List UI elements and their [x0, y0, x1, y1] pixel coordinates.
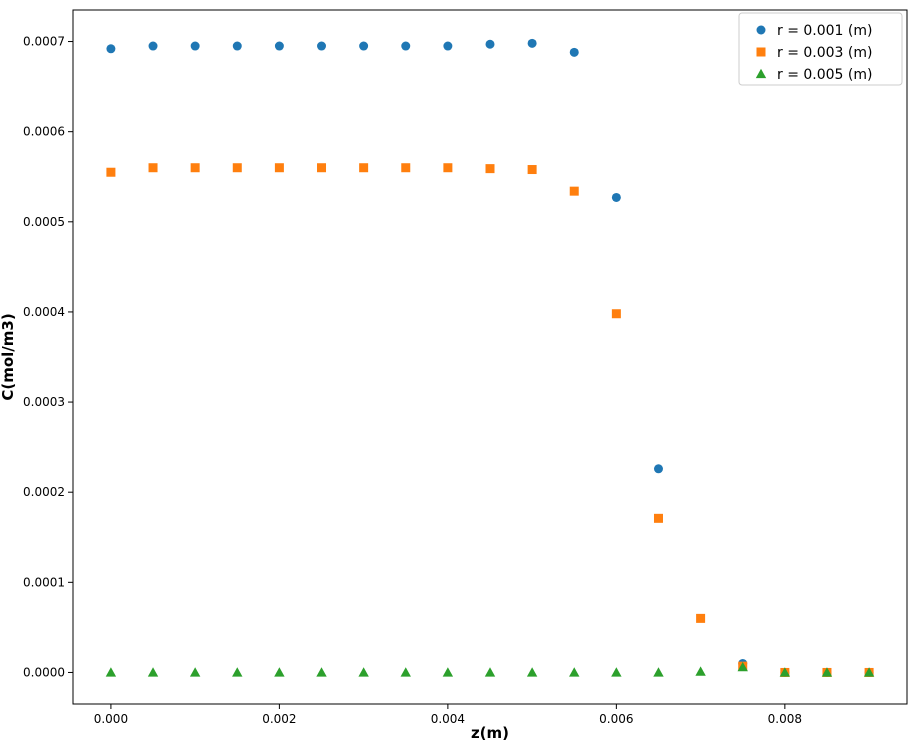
circle-data-point: [653, 464, 663, 474]
plot-area: [72, 9, 908, 705]
legend-label: r = 0.005 (m): [777, 67, 872, 83]
square-data-point: [401, 163, 411, 173]
square-data-point: [148, 163, 158, 173]
data-markers: [105, 38, 875, 677]
x-tick-label: 0.008: [768, 712, 802, 726]
circle-data-point: [359, 41, 369, 51]
y-tick-label: 0.0006: [23, 125, 65, 139]
y-tick-label: 0.0002: [23, 485, 65, 499]
circle-data-point: [232, 41, 242, 51]
square-data-point: [274, 163, 284, 173]
x-axis-title: z(m): [471, 724, 509, 742]
circle-data-point: [443, 41, 453, 51]
triangle-data-point: [484, 667, 496, 677]
circle-data-point: [148, 41, 158, 51]
triangle-data-point: [821, 667, 833, 677]
square-data-point: [190, 163, 200, 173]
circle-data-point: [274, 41, 284, 51]
y-tick-label: 0.0007: [23, 35, 65, 49]
triangle-data-point: [653, 667, 664, 677]
square-data-point: [106, 167, 116, 177]
triangle-data-point: [400, 667, 411, 677]
circle-data-point: [485, 39, 495, 49]
square-data-point: [485, 164, 495, 174]
triangle-data-point: [569, 667, 580, 677]
y-tick-label: 0.0003: [23, 395, 65, 409]
y-tick-label: 0.0001: [23, 575, 65, 589]
circle-data-point: [401, 41, 411, 51]
circle-data-point: [569, 47, 579, 57]
legend-square-marker: [756, 47, 766, 57]
y-tick-label: 0.0004: [23, 305, 65, 319]
legend-circle-marker: [756, 25, 766, 35]
square-data-point: [359, 163, 369, 173]
legend-triangle-marker: [755, 68, 767, 79]
triangle-data-point: [358, 667, 369, 677]
y-axis-title: C(mol/m3): [0, 313, 17, 400]
circle-data-point: [190, 41, 200, 51]
legend: r = 0.001 (m) r = 0.003 (m) r = 0.005 (m): [738, 12, 903, 86]
triangle-data-point: [105, 667, 117, 677]
circle-data-point: [611, 192, 621, 202]
legend-box: [738, 12, 903, 86]
y-tick-label: 0.0000: [23, 665, 65, 679]
circle-data-point: [317, 41, 327, 51]
triangle-data-point: [611, 667, 622, 677]
triangle-data-point: [189, 667, 201, 677]
triangle-data-point: [695, 666, 706, 676]
square-data-point: [317, 163, 327, 173]
square-data-point: [611, 309, 621, 319]
circle-data-point: [527, 38, 537, 48]
square-data-point: [443, 163, 453, 173]
triangle-data-point: [526, 667, 538, 677]
x-axis-ticks: 0.000 0.002 0.004 0.006 0.008: [94, 704, 802, 726]
x-tick-label: 0.000: [94, 712, 128, 726]
square-data-point: [696, 613, 706, 623]
triangle-data-point: [737, 661, 748, 672]
triangle-data-point: [232, 667, 243, 677]
x-tick-label: 0.006: [599, 712, 633, 726]
square-data-point: [527, 165, 537, 175]
y-tick-label: 0.0005: [23, 215, 65, 229]
triangle-data-point: [147, 667, 159, 677]
legend-label: r = 0.003 (m): [777, 45, 872, 61]
square-data-point: [232, 163, 242, 173]
triangle-data-point: [316, 667, 327, 677]
x-tick-label: 0.004: [431, 712, 465, 726]
triangle-data-point: [779, 667, 791, 677]
square-data-point: [569, 186, 579, 196]
x-tick-label: 0.002: [262, 712, 296, 726]
triangle-data-point: [863, 667, 875, 677]
legend-label: r = 0.001 (m): [777, 23, 872, 39]
circle-data-point: [106, 44, 116, 54]
triangle-data-point: [442, 667, 454, 677]
triangle-data-point: [274, 667, 285, 677]
y-axis-ticks: 0.0000 0.0001 0.0002 0.0003 0.0004 0.0005 0.00…: [23, 35, 73, 679]
square-data-point: [653, 513, 663, 523]
